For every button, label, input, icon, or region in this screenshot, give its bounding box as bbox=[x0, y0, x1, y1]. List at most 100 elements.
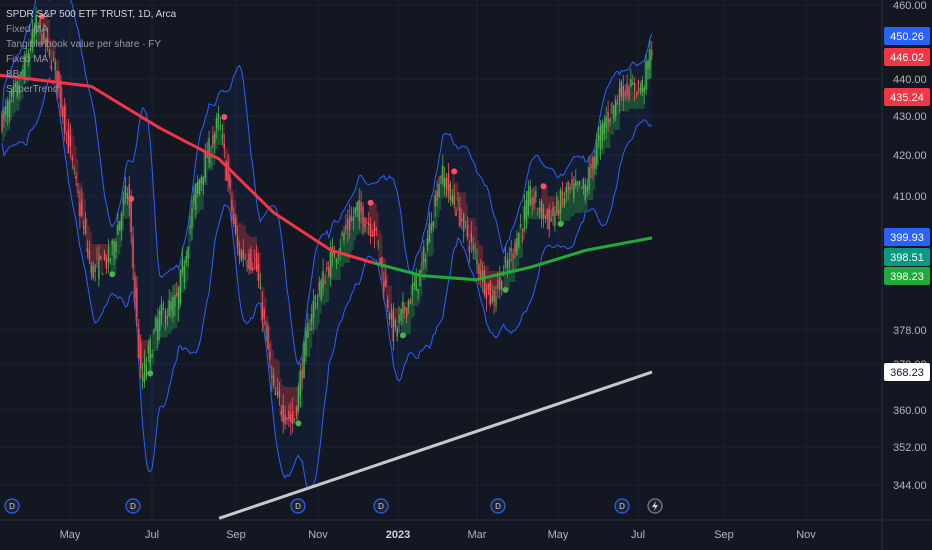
supertrend-band bbox=[40, 16, 43, 46]
supertrend-band bbox=[174, 295, 178, 329]
supertrend-band bbox=[410, 284, 413, 319]
supertrend-band bbox=[165, 316, 168, 338]
supertrend-band bbox=[408, 303, 411, 335]
candle-body bbox=[166, 316, 168, 319]
supertrend-band bbox=[60, 87, 64, 118]
supertrend-band bbox=[138, 334, 142, 369]
supertrend-band bbox=[387, 285, 390, 320]
candle-body bbox=[179, 269, 182, 304]
candle-body bbox=[375, 228, 377, 231]
supertrend-band bbox=[378, 230, 381, 264]
legend-indicator-fixed-ma-2[interactable]: Fixed MA bbox=[6, 54, 49, 65]
candle-body bbox=[223, 143, 225, 149]
supertrend-band bbox=[233, 199, 237, 234]
candle-body bbox=[121, 213, 123, 230]
supertrend-band bbox=[528, 185, 531, 220]
candle-body bbox=[539, 208, 541, 212]
supertrend-band bbox=[461, 192, 465, 215]
candle-body bbox=[482, 270, 484, 282]
candle-body bbox=[212, 135, 214, 145]
candle-body bbox=[225, 162, 227, 181]
candle-body bbox=[155, 317, 157, 330]
candle-body bbox=[409, 299, 412, 304]
supertrend-band bbox=[347, 229, 351, 263]
supertrend-band bbox=[129, 198, 132, 233]
supertrend-band bbox=[34, 14, 37, 45]
supertrend-band bbox=[416, 288, 419, 307]
candle-body bbox=[94, 264, 96, 272]
supertrend-band bbox=[587, 167, 590, 201]
supertrend-band bbox=[161, 308, 164, 338]
supertrend-band bbox=[420, 262, 423, 297]
candle-body bbox=[480, 270, 482, 279]
supertrend-band bbox=[285, 386, 288, 420]
candle-body bbox=[8, 99, 11, 118]
supertrend-band bbox=[199, 176, 202, 211]
supertrend-band bbox=[321, 271, 324, 305]
supertrend-band bbox=[551, 196, 554, 217]
supertrend-band bbox=[133, 264, 136, 298]
supertrend-band bbox=[83, 199, 86, 234]
dividend-event-marker: D bbox=[490, 498, 506, 514]
candle-body bbox=[178, 287, 180, 310]
candle-body bbox=[407, 300, 410, 308]
supertrend-band bbox=[306, 323, 309, 357]
legend-title[interactable]: SPDR S&P 500 ETF TRUST, 1D, Arca bbox=[6, 9, 177, 20]
legend-indicator-supertrend[interactable]: SuperTrend bbox=[6, 84, 59, 95]
supertrend-band bbox=[269, 340, 273, 376]
time-axis[interactable]: May Jul Sep Nov 2023 Mar May Jul Sep Nov bbox=[60, 529, 817, 541]
legend-indicator-bb[interactable]: BB bbox=[6, 69, 20, 80]
supertrend-band bbox=[89, 231, 92, 266]
supertrend-band bbox=[121, 197, 124, 231]
supertrend-band bbox=[421, 246, 425, 281]
supertrend-band bbox=[642, 87, 645, 109]
candle-body bbox=[366, 222, 368, 224]
supertrend-band bbox=[338, 247, 341, 280]
supertrend-band bbox=[330, 246, 333, 280]
supertrend-band bbox=[112, 240, 115, 275]
supertrend-band bbox=[636, 84, 639, 109]
candle-body bbox=[83, 225, 85, 229]
candle-body bbox=[236, 237, 239, 248]
supertrend-band bbox=[252, 237, 256, 260]
candle-body bbox=[160, 303, 163, 316]
candle-body bbox=[309, 328, 311, 330]
supertrend-band bbox=[349, 217, 352, 252]
supertrend-band bbox=[182, 266, 185, 293]
supertrend-band bbox=[173, 294, 176, 329]
supertrend-band bbox=[28, 47, 31, 78]
supertrend-band bbox=[570, 183, 573, 217]
candle-body bbox=[284, 414, 286, 424]
supertrend-band bbox=[630, 82, 634, 109]
candle-body bbox=[231, 199, 233, 212]
candle-body bbox=[474, 250, 476, 252]
candle-body bbox=[206, 151, 208, 158]
supertrend-band bbox=[600, 123, 603, 155]
dividend-event-label: D bbox=[295, 502, 301, 511]
candle-body bbox=[189, 225, 191, 229]
price-tag: 398.23 bbox=[884, 267, 930, 285]
candle-body bbox=[278, 389, 281, 398]
supertrend-band bbox=[79, 183, 83, 216]
candle-body bbox=[143, 358, 146, 383]
candle-body bbox=[586, 186, 588, 192]
candle-body bbox=[168, 300, 170, 317]
candle-body bbox=[472, 245, 474, 251]
candle-body bbox=[578, 180, 581, 186]
chart-legend: SPDR S&P 500 ETF TRUST, 1D, Arca Fixed M… bbox=[6, 7, 176, 97]
supertrend-band bbox=[589, 168, 592, 201]
supertrend-band bbox=[374, 203, 377, 231]
candle-body bbox=[37, 25, 39, 28]
supertrend-signal-dot bbox=[367, 199, 374, 206]
supertrend-band bbox=[70, 129, 73, 161]
legend-indicator-tbv[interactable]: Tangible book value per share · FY bbox=[6, 39, 162, 50]
candle-body bbox=[463, 214, 465, 232]
supertrend-signal-dot bbox=[147, 370, 154, 377]
supertrend-band bbox=[467, 217, 470, 252]
price-axis[interactable]: 460.00440.00430.00420.00410.00378.00370.… bbox=[893, 0, 927, 492]
legend-indicator-fixed-ma-1[interactable]: Fixed MA bbox=[6, 24, 49, 35]
supertrend-band bbox=[288, 386, 292, 423]
candle-body bbox=[413, 282, 415, 286]
price-tick-label: 410.00 bbox=[893, 191, 927, 203]
